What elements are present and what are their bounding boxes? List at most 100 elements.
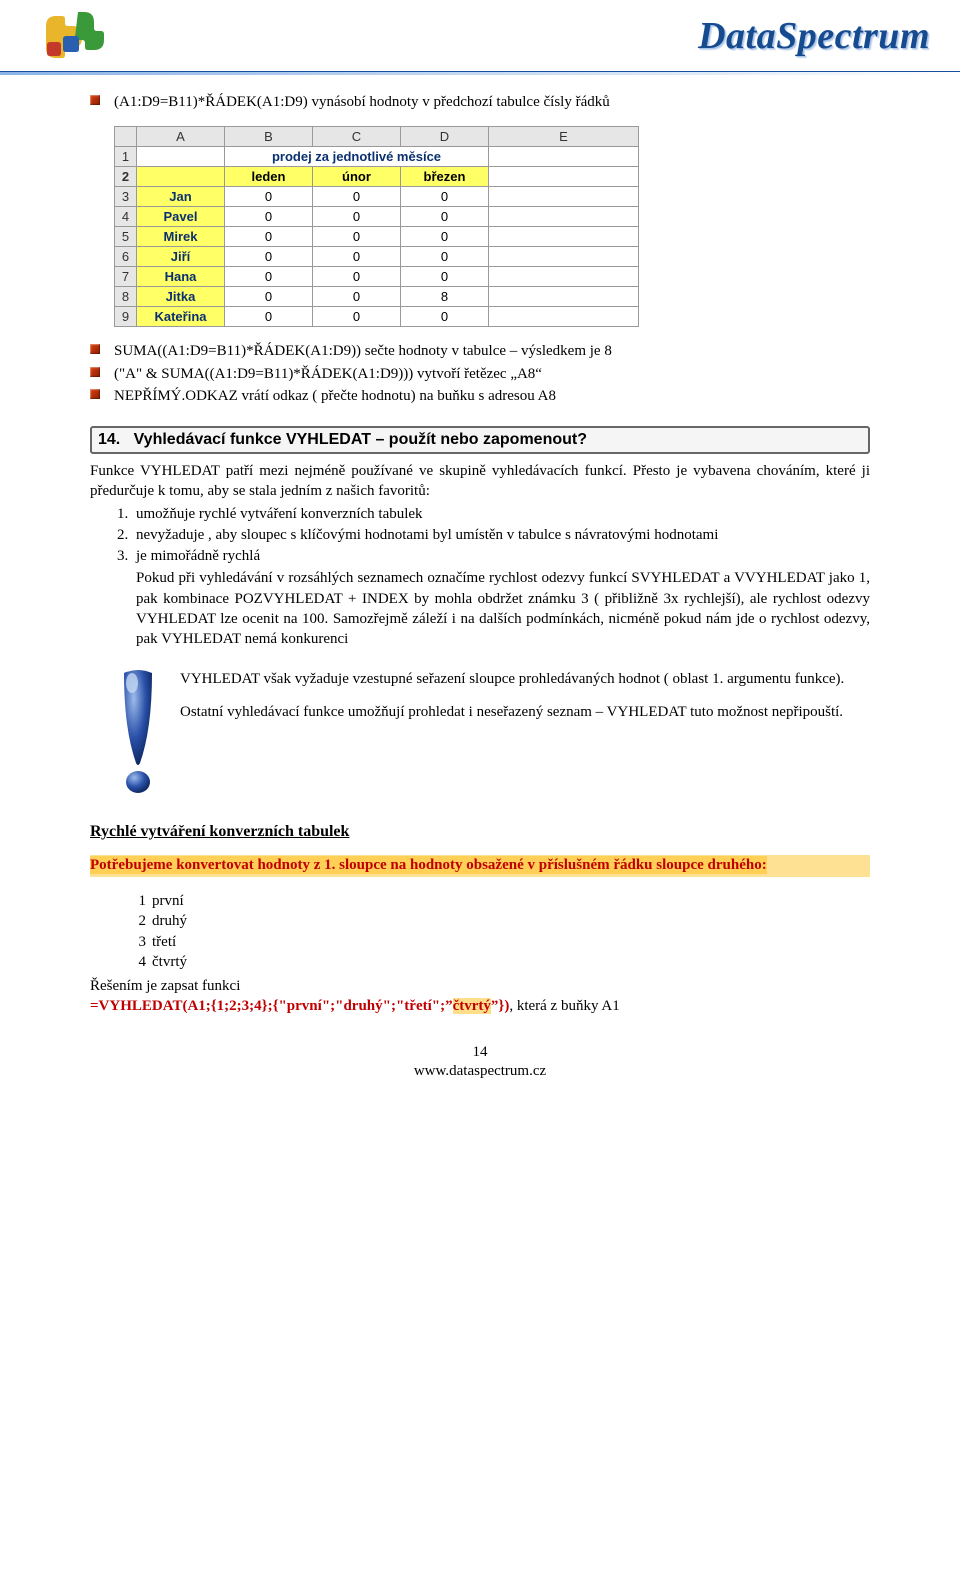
logo-icon [40,10,104,62]
cell: 0 [225,247,313,267]
name-cell: Pavel [137,207,225,227]
page-number: 14 [473,1044,488,1060]
cell [137,167,225,187]
callout-p1: VYHLEDAT však vyžaduje vzestupné seřazen… [180,669,870,689]
item-text: první [152,893,184,909]
cell: 0 [401,267,489,287]
section-heading: 14. Vyhledávací funkce VYHLEDAT – použít… [90,426,870,454]
period-label: leden [225,167,313,187]
cell [489,227,639,247]
row-number: 5 [115,227,137,247]
cell: 0 [401,247,489,267]
row-number: 4 [115,207,137,227]
value-list: 1 první 2 druhý 3třetí4čtvrtý [130,891,870,972]
task-text: Potřebujeme konvertovat hodnoty z 1. slo… [90,856,767,874]
cell: 8 [401,287,489,307]
cell: 0 [225,307,313,327]
bullet-item: SUMA((A1:D9=B11)*ŘÁDEK(A1:D9)) sečte hod… [90,341,870,361]
subheading: Rychlé vytváření konverzních tabulek [90,823,870,841]
cell: 0 [225,187,313,207]
table-row: 8Jitka008 [115,287,639,307]
name-cell: Jan [137,187,225,207]
cell: 0 [225,227,313,247]
spreadsheet-table: A B C D E 1 prodej za jednotlivé měsíce … [114,126,639,327]
item-number: 2 [130,911,146,931]
row-number: 6 [115,247,137,267]
cell: 0 [225,287,313,307]
intro-bullets: (A1:D9=B11)*ŘÁDEK(A1:D9) vynásobí hodnot… [90,92,870,112]
cell [489,287,639,307]
table-row: 7Hana000 [115,267,639,287]
col-header: A [137,127,225,147]
cell: 0 [225,207,313,227]
item-number: 1 [130,891,146,911]
solution-tail: , která z buňky A1 [509,998,619,1014]
list-item: 4čtvrtý [130,952,870,972]
cell [137,147,225,167]
name-cell: Kateřina [137,307,225,327]
list-item: 3třetí [130,932,870,952]
solution-line: Řešením je zapsat funkci =VYHLEDAT(A1;{1… [90,976,870,1017]
cell: 0 [313,227,401,247]
cell: 0 [313,247,401,267]
formula: =VYHLEDAT(A1;{1;2;3;4};{"první";"druhý";… [90,998,453,1014]
point-detail: Pokud při vyhledávání v rozsáhlých sezna… [136,568,870,649]
task-statement: Potřebujeme konvertovat hodnoty z 1. slo… [90,855,870,877]
formula-hl: čtvrtý [453,998,491,1014]
callout-body: VYHLEDAT však vyžaduje vzestupné seřazen… [180,667,870,734]
list-item: umožňuje rychlé vytváření konverzních ta… [132,504,870,524]
col-header: B [225,127,313,147]
page-header: DataSpectrum [0,0,960,72]
page-footer: 14 www.dataspectrum.cz [0,1043,960,1082]
intro-paragraph: Funkce VYHLEDAT patří mezi nejméně použí… [90,461,870,502]
cell: 0 [401,227,489,247]
exclamation-icon [114,667,162,797]
list-item: nevyžaduje , aby sloupec s klíčovými hod… [132,525,870,545]
content: (A1:D9=B11)*ŘÁDEK(A1:D9) vynásobí hodnot… [0,72,960,1017]
period-label: březen [401,167,489,187]
row-number: 8 [115,287,137,307]
cell [489,247,639,267]
item-text: čtvrtý [152,954,187,970]
name-cell: Hana [137,267,225,287]
cell: 0 [313,207,401,227]
row-number: 2 [115,167,137,187]
solution-lead: Řešením je zapsat funkci [90,978,240,994]
cell: 0 [401,207,489,227]
table-row: 6Jiří000 [115,247,639,267]
col-header: C [313,127,401,147]
table-row: 5Mirek000 [115,227,639,247]
col-header: D [401,127,489,147]
cell [489,187,639,207]
item-text: druhý [152,913,187,929]
bullet-item: (A1:D9=B11)*ŘÁDEK(A1:D9) vynásobí hodnot… [90,92,870,112]
table-row: 3Jan000 [115,187,639,207]
cell [489,307,639,327]
row-number: 7 [115,267,137,287]
corner-cell [115,127,137,147]
section-number: 14. [98,431,120,448]
col-header: E [489,127,639,147]
item-text: třetí [152,934,176,950]
row-number: 1 [115,147,137,167]
bullet-item: ("A" & SUMA((A1:D9=B11)*ŘÁDEK(A1:D9))) v… [90,364,870,384]
callout-p2: Ostatní vyhledávací funkce umožňují proh… [180,702,870,722]
feature-list: umožňuje rychlé vytváření konverzních ta… [90,504,870,650]
period-label: únor [313,167,401,187]
name-cell: Mirek [137,227,225,247]
name-cell: Jitka [137,287,225,307]
table-row: 4Pavel000 [115,207,639,227]
warning-callout: VYHLEDAT však vyžaduje vzestupné seřazen… [114,667,870,797]
cell: 0 [225,267,313,287]
cell: 0 [401,307,489,327]
cell: 0 [313,187,401,207]
row-number: 3 [115,187,137,207]
name-cell: Jiří [137,247,225,267]
list-item-label: je mimořádně rychlá [136,548,260,564]
row-number: 9 [115,307,137,327]
cell: 0 [313,307,401,327]
list-item: 2 druhý [130,911,870,931]
formula-tail: ”}) [491,998,509,1014]
table-title: prodej za jednotlivé měsíce [225,147,489,167]
table-row: 9Kateřina000 [115,307,639,327]
